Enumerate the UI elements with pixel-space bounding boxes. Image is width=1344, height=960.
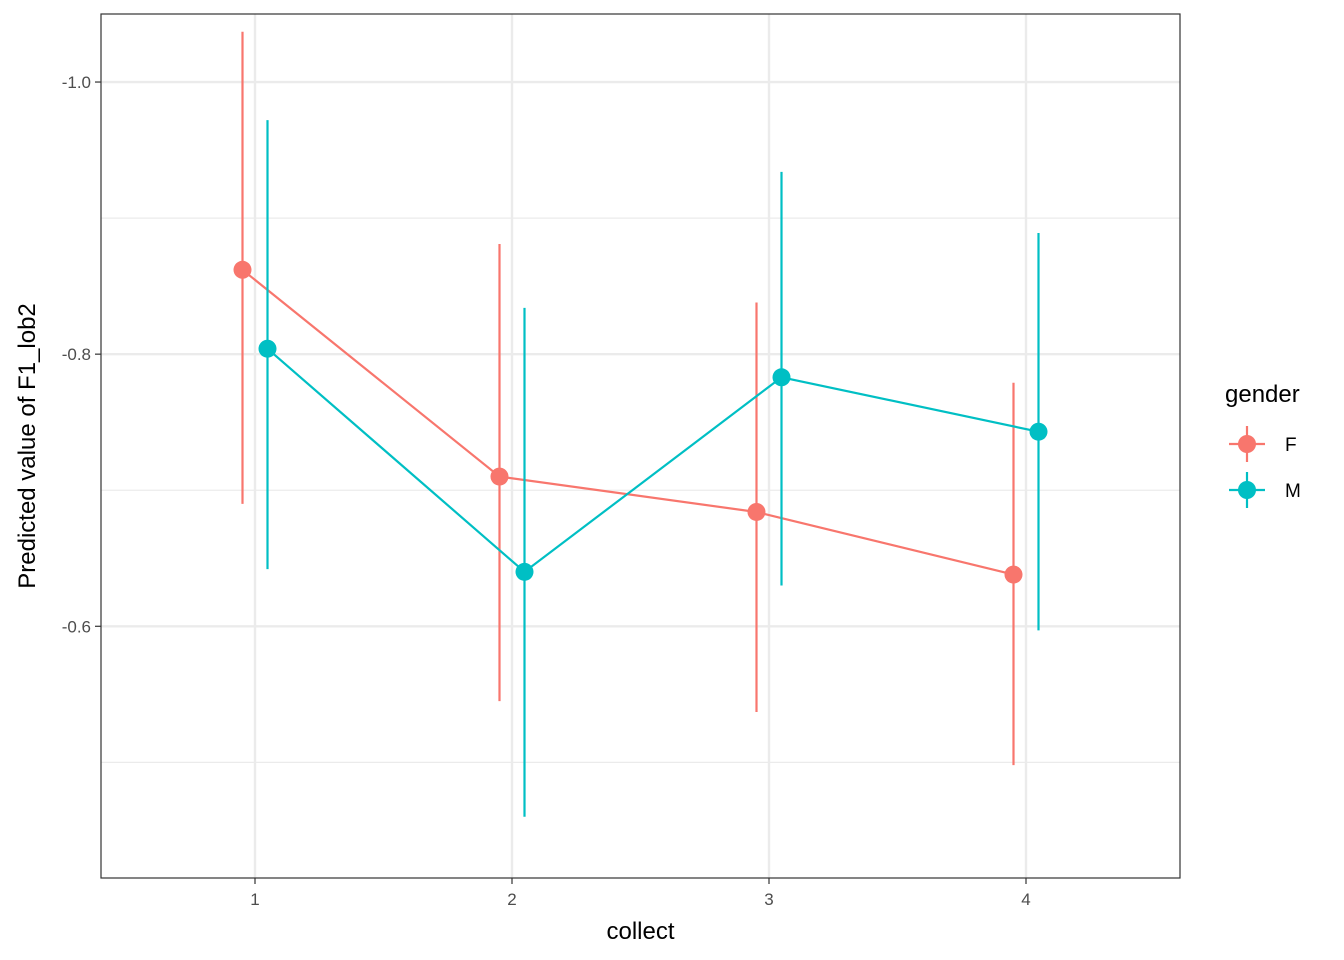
series-line-M xyxy=(266,347,1039,574)
data-point xyxy=(258,339,277,358)
legend: gender F M xyxy=(1225,381,1301,508)
legend-key-point xyxy=(1238,435,1256,453)
grid-major xyxy=(101,14,1180,878)
data-point xyxy=(515,562,534,581)
legend-label: F xyxy=(1285,435,1297,456)
series-M xyxy=(258,120,1048,817)
y-tick-label: -0.6 xyxy=(62,617,91,636)
plot-border xyxy=(100,13,1181,879)
y-tick-label: -1.0 xyxy=(62,73,91,92)
legend-item-M: M xyxy=(1229,472,1301,508)
legend-item-F: F xyxy=(1229,426,1297,462)
y-axis-title: Predicted value of F1_lob2 xyxy=(14,303,41,589)
series-layer xyxy=(233,31,1048,817)
x-tick-label: 4 xyxy=(1021,890,1030,909)
grid-minor xyxy=(101,217,1180,763)
legend-title: gender xyxy=(1225,381,1300,408)
legend-label: M xyxy=(1285,481,1301,502)
y-tick-label: -0.8 xyxy=(62,345,91,364)
x-axis-title: collect xyxy=(606,918,674,945)
x-axis: 1 2 3 4 xyxy=(250,878,1031,909)
x-tick-label: 3 xyxy=(764,890,773,909)
data-point xyxy=(747,502,766,521)
data-point xyxy=(490,467,509,486)
x-tick-label: 2 xyxy=(507,890,516,909)
data-point xyxy=(1029,422,1048,441)
y-axis: -1.0 -0.8 -0.6 xyxy=(62,73,101,636)
legend-key-point xyxy=(1238,481,1256,499)
series-F xyxy=(233,31,1023,766)
data-point xyxy=(233,260,252,279)
plot-background xyxy=(101,14,1180,878)
data-point xyxy=(1004,565,1023,584)
x-tick-label: 1 xyxy=(250,890,259,909)
data-point xyxy=(772,368,791,387)
